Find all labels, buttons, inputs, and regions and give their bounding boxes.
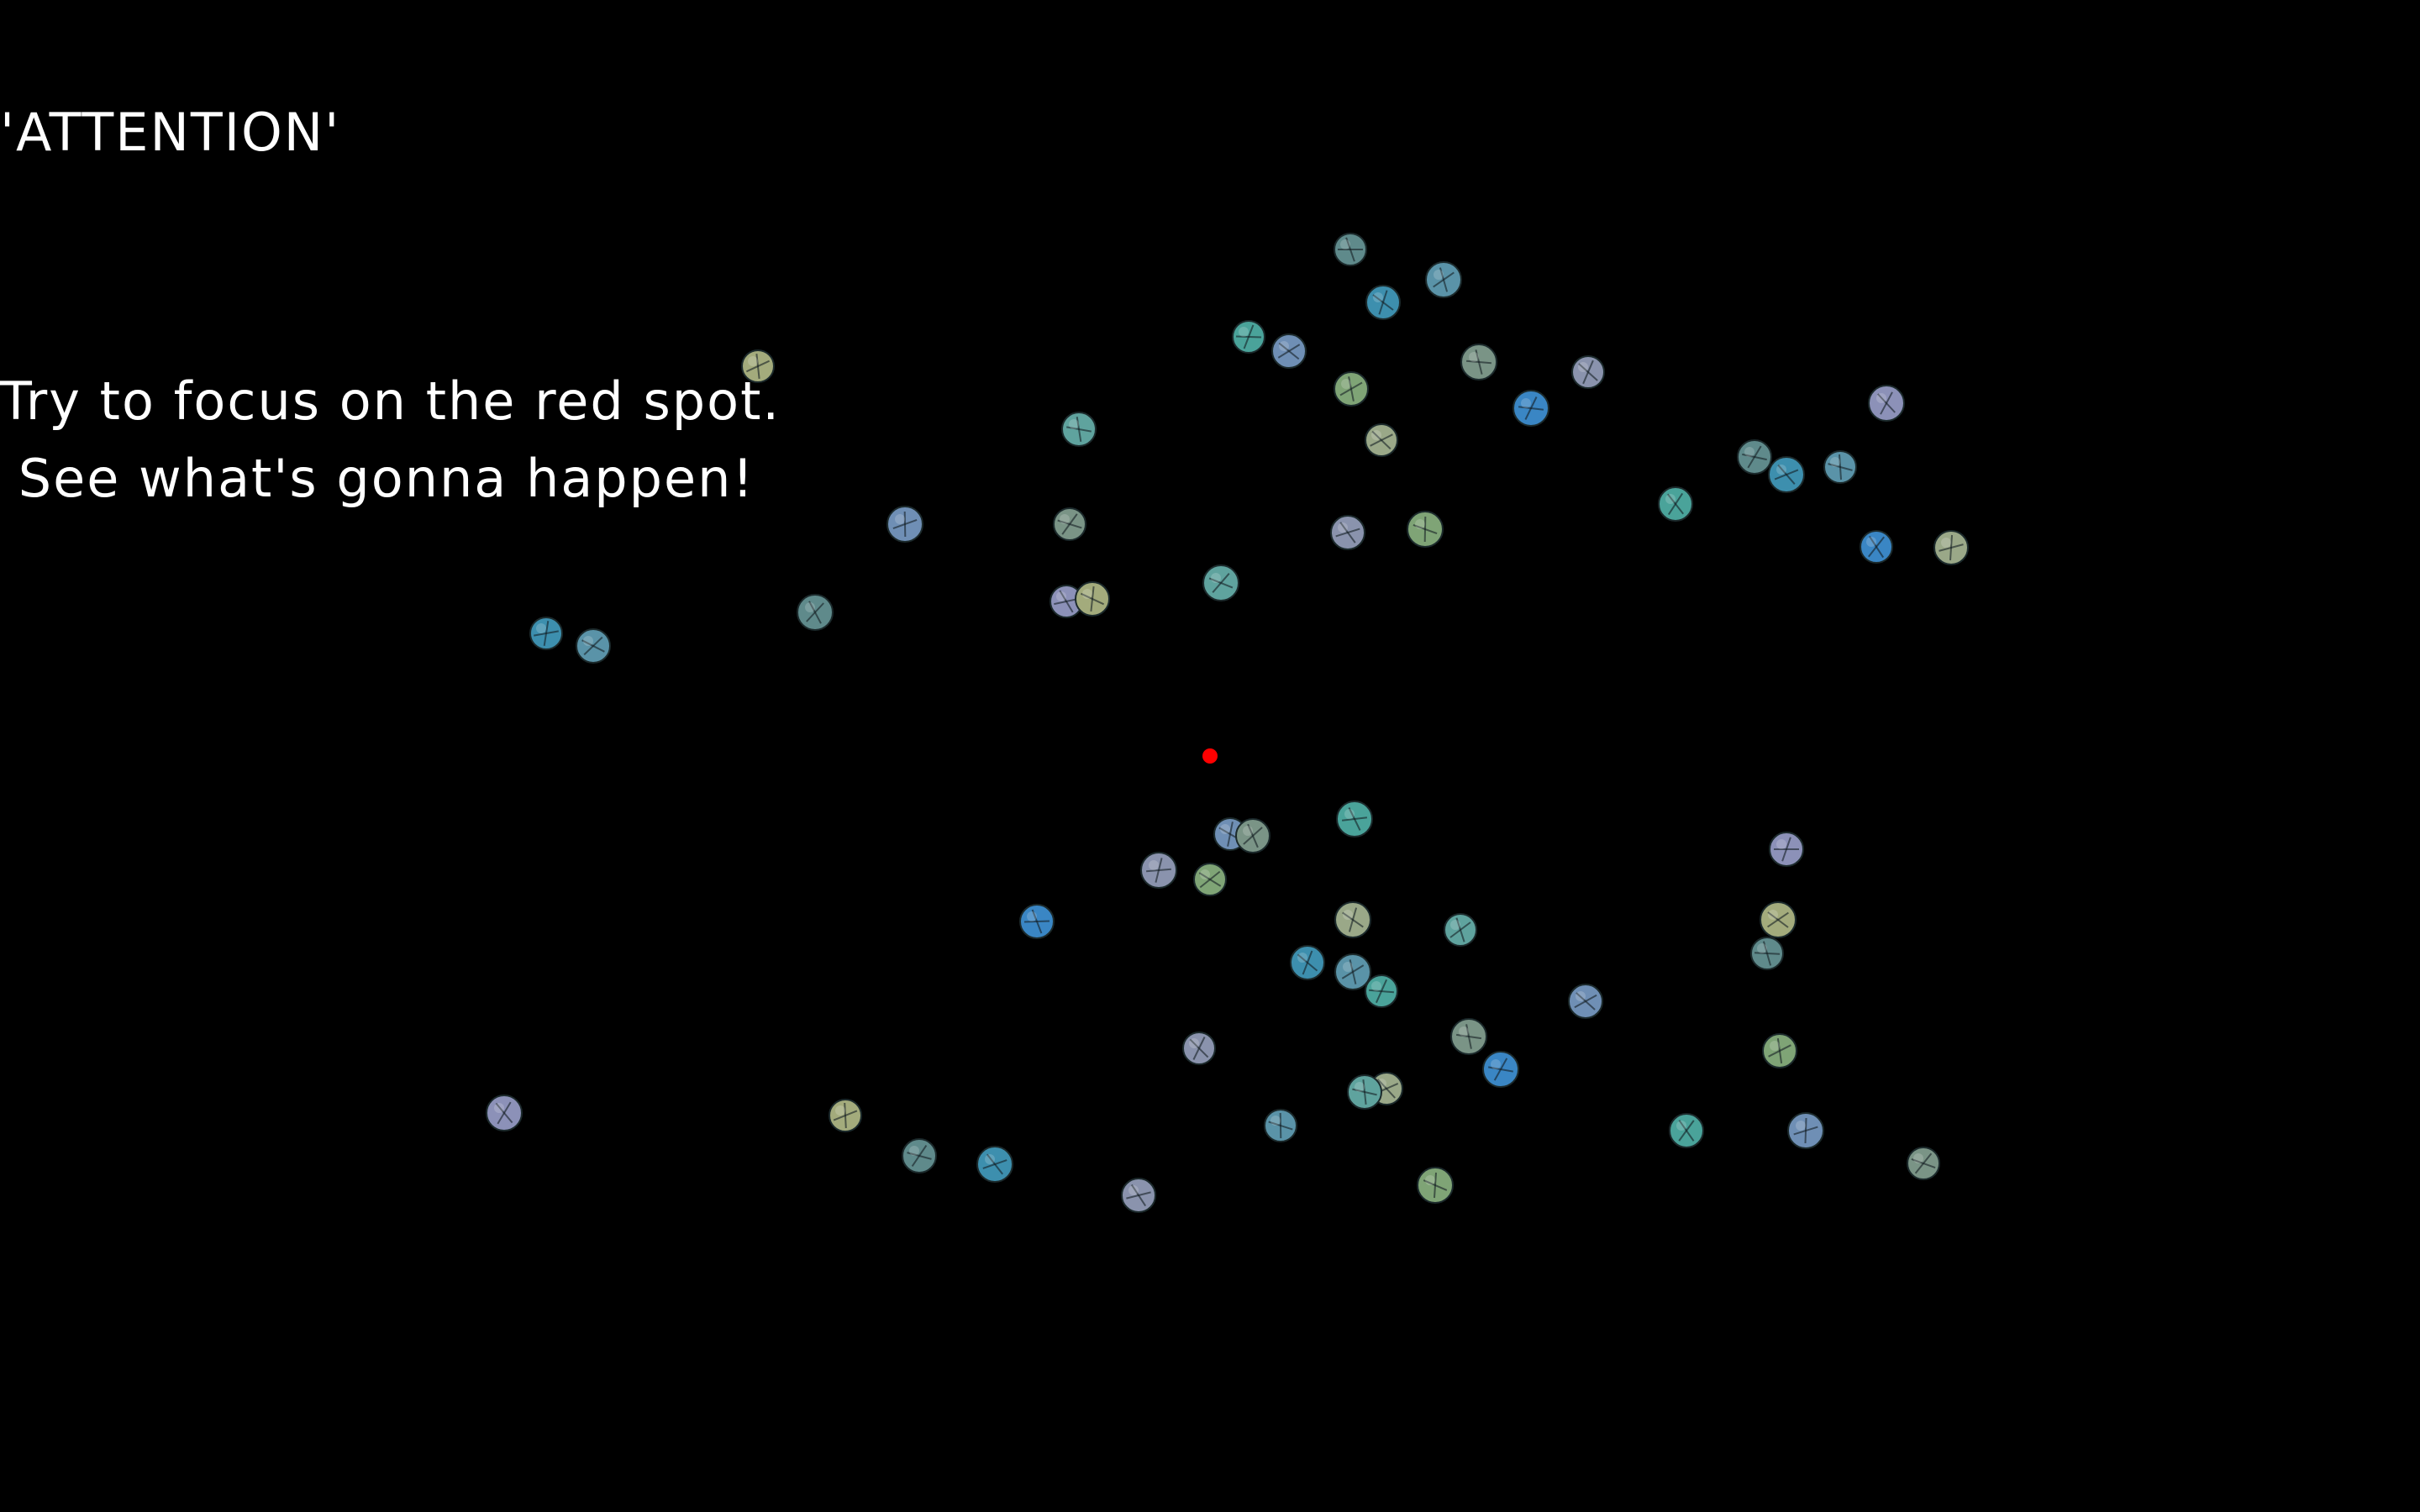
- moving-dot: [1868, 385, 1905, 422]
- moving-dot: [1407, 511, 1444, 548]
- moving-dot: [797, 594, 834, 631]
- moving-dot: [1512, 390, 1549, 427]
- moving-dot: [741, 349, 775, 383]
- moving-dots: [486, 233, 1969, 1213]
- moving-dot: [1334, 233, 1367, 266]
- moving-dot: [1425, 261, 1462, 298]
- instruction-line-1: Try to focus on the red spot.: [0, 370, 781, 432]
- moving-dot: [1769, 832, 1804, 867]
- moving-dot: [1787, 1112, 1824, 1149]
- moving-dot: [1444, 913, 1477, 947]
- moving-dot: [1193, 863, 1227, 896]
- moving-dot: [576, 628, 611, 664]
- red-fixation-spot: [1202, 748, 1218, 764]
- moving-dot: [1140, 852, 1177, 889]
- moving-dot: [486, 1095, 523, 1131]
- moving-dot: [1334, 901, 1371, 938]
- moving-dot: [1232, 320, 1265, 354]
- moving-dot: [976, 1146, 1013, 1183]
- moving-dot: [1347, 1074, 1382, 1110]
- moving-dot: [1336, 801, 1373, 837]
- moving-dot: [1290, 945, 1325, 980]
- moving-dot: [1933, 530, 1969, 565]
- moving-dot: [1482, 1051, 1519, 1088]
- moving-dot: [1460, 344, 1497, 381]
- moving-dot: [1571, 355, 1605, 389]
- moving-dot: [1860, 530, 1893, 564]
- moving-dot: [1330, 515, 1365, 550]
- moving-dot: [1768, 456, 1805, 493]
- moving-dot: [1760, 901, 1797, 938]
- page-title: 'ATTENTION': [0, 102, 341, 163]
- moving-dot: [1235, 818, 1270, 853]
- moving-dot: [1053, 507, 1086, 541]
- moving-dot: [1365, 423, 1398, 457]
- moving-dot: [1568, 984, 1603, 1019]
- moving-dot: [1264, 1109, 1297, 1142]
- moving-dot: [1907, 1147, 1940, 1180]
- moving-dot: [886, 506, 923, 543]
- moving-dot: [1365, 285, 1401, 320]
- moving-dot: [1019, 904, 1055, 939]
- moving-dot: [1823, 450, 1857, 484]
- moving-dot: [1762, 1033, 1797, 1068]
- moving-dot: [1334, 953, 1371, 990]
- moving-dot: [902, 1138, 937, 1173]
- moving-dot: [1417, 1167, 1454, 1204]
- moving-dot: [1658, 486, 1693, 522]
- moving-dot: [829, 1099, 862, 1132]
- moving-dot: [1050, 585, 1083, 618]
- moving-dot: [1075, 581, 1110, 617]
- moving-dot: [1121, 1178, 1156, 1213]
- moving-dot: [1271, 333, 1307, 369]
- moving-dot: [1737, 439, 1772, 475]
- instructions: Try to focus on the red spot. See what's…: [0, 363, 781, 517]
- moving-dot: [1182, 1032, 1216, 1065]
- moving-dot: [1061, 412, 1097, 447]
- moving-dot: [1202, 564, 1239, 601]
- instruction-line-2: See what's gonna happen!: [0, 448, 755, 509]
- moving-dot: [1669, 1113, 1704, 1148]
- moving-dot: [529, 617, 563, 650]
- moving-dot: [1750, 937, 1784, 970]
- moving-dot: [1450, 1018, 1487, 1055]
- moving-dot: [1365, 974, 1398, 1008]
- moving-dot: [1334, 371, 1369, 407]
